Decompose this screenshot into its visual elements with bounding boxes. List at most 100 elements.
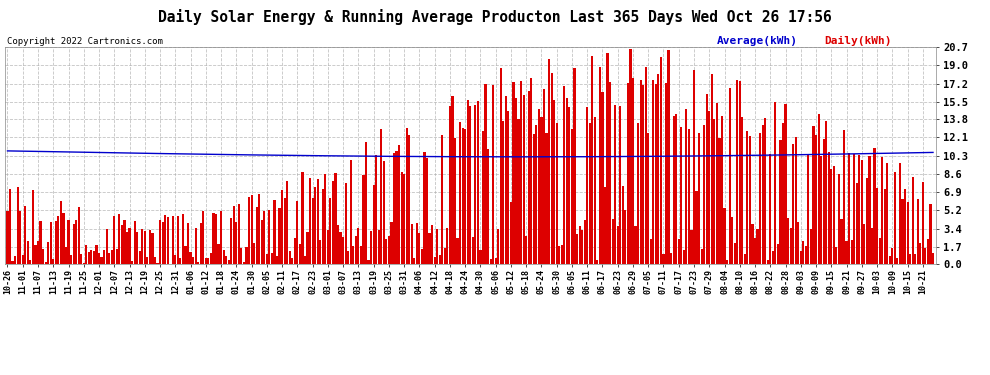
Bar — [737, 80, 739, 264]
Bar — [223, 250, 225, 264]
Bar — [459, 122, 461, 264]
Bar — [774, 102, 776, 264]
Bar — [665, 83, 667, 264]
Text: Daily Solar Energy & Running Average Producton Last 365 Days Wed Oct 26 17:56: Daily Solar Energy & Running Average Pro… — [158, 9, 832, 26]
Bar — [706, 94, 708, 264]
Bar — [345, 183, 346, 264]
Bar — [276, 256, 278, 264]
Bar — [385, 239, 387, 264]
Bar — [342, 237, 345, 264]
Bar — [815, 135, 817, 264]
Bar — [471, 237, 474, 264]
Bar — [424, 152, 426, 264]
Bar — [439, 255, 441, 264]
Bar — [614, 105, 616, 264]
Bar — [213, 213, 215, 264]
Bar — [50, 222, 51, 264]
Bar — [688, 129, 690, 264]
Bar — [555, 123, 557, 264]
Bar — [70, 255, 72, 264]
Bar — [250, 195, 252, 264]
Bar — [601, 92, 604, 264]
Bar — [622, 186, 624, 264]
Bar — [377, 230, 380, 264]
Bar — [525, 237, 528, 264]
Bar — [932, 253, 935, 264]
Bar — [442, 135, 444, 264]
Bar — [103, 250, 105, 264]
Bar — [630, 50, 632, 264]
Bar — [643, 85, 644, 264]
Bar — [197, 262, 199, 264]
Bar — [291, 258, 293, 264]
Bar — [14, 256, 16, 264]
Bar — [116, 249, 118, 264]
Bar — [59, 201, 62, 264]
Bar — [444, 248, 446, 264]
Bar — [536, 125, 538, 264]
Bar — [22, 255, 24, 264]
Bar — [531, 78, 533, 264]
Bar — [177, 216, 179, 264]
Bar — [375, 154, 377, 264]
Bar — [271, 254, 273, 264]
Bar — [365, 142, 367, 264]
Bar — [340, 232, 342, 264]
Bar — [258, 194, 260, 264]
Bar — [113, 216, 116, 264]
Bar — [550, 74, 552, 264]
Bar — [860, 160, 863, 264]
Bar — [833, 166, 835, 264]
Bar — [619, 106, 622, 264]
Bar — [469, 106, 471, 264]
Bar — [855, 183, 857, 264]
Bar — [195, 228, 197, 264]
Bar — [578, 225, 581, 264]
Bar — [464, 129, 466, 264]
Bar — [863, 225, 865, 264]
Bar — [437, 229, 439, 264]
Bar — [372, 185, 374, 264]
Bar — [294, 238, 296, 264]
Bar — [805, 246, 807, 264]
Bar — [828, 152, 830, 264]
Bar — [518, 119, 520, 264]
Bar — [118, 214, 121, 264]
Bar — [543, 90, 545, 264]
Bar — [98, 253, 100, 264]
Bar — [866, 178, 868, 264]
Bar — [479, 250, 481, 264]
Bar — [166, 217, 168, 264]
Bar — [37, 241, 39, 264]
Bar — [80, 254, 82, 264]
Bar — [134, 221, 136, 264]
Bar — [48, 242, 50, 264]
Bar — [354, 236, 357, 264]
Bar — [142, 230, 144, 264]
Bar — [446, 228, 448, 264]
Bar — [810, 229, 812, 264]
Bar — [777, 244, 779, 264]
Bar — [604, 187, 606, 264]
Bar — [156, 262, 158, 264]
Bar — [701, 249, 703, 264]
Bar — [35, 245, 37, 264]
Bar — [362, 175, 364, 264]
Bar — [62, 213, 64, 264]
Bar — [719, 138, 721, 264]
Bar — [838, 174, 840, 264]
Bar — [248, 196, 250, 264]
Bar — [75, 220, 77, 264]
Bar — [304, 256, 306, 264]
Bar — [772, 251, 774, 264]
Bar — [101, 257, 103, 264]
Bar — [769, 154, 771, 264]
Bar — [813, 126, 815, 264]
Bar — [802, 241, 805, 264]
Bar — [896, 258, 899, 264]
Bar — [218, 244, 220, 264]
Bar — [662, 254, 664, 264]
Bar — [581, 231, 583, 264]
Bar — [884, 189, 886, 264]
Bar — [891, 248, 893, 264]
